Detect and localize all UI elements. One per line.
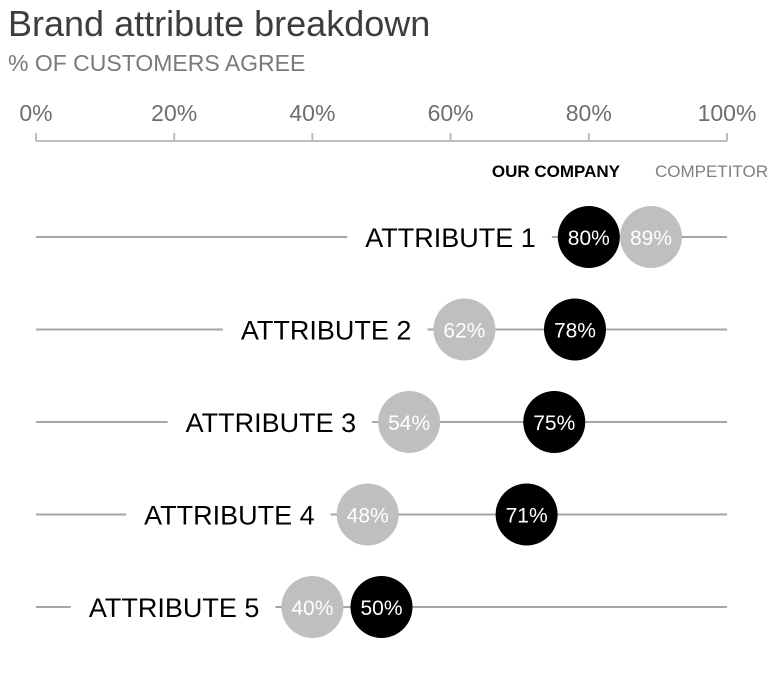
x-tick-label: 60% <box>428 100 474 126</box>
plot-area: ATTRIBUTE 1 89%80%ATTRIBUTE 2 62% 78%ATTRIB… <box>36 206 727 638</box>
category-label: ATTRIBUTE 3 <box>186 408 357 438</box>
competitor-dot <box>619 206 682 268</box>
x-tick-label: 0% <box>19 100 52 126</box>
competitor-dot <box>281 576 344 638</box>
competitor-dot <box>336 483 399 546</box>
x-tick-label: 100% <box>698 100 757 126</box>
our-company-value-label: 75% <box>533 412 575 435</box>
category-label: ATTRIBUTE 4 <box>144 501 315 531</box>
attribute-row: ATTRIBUTE 1 89% 80% <box>36 206 727 268</box>
category-label: ATTRIBUTE 5 <box>89 593 260 623</box>
our-company-dot <box>543 298 606 361</box>
competitor-value-label: 40% <box>291 597 333 620</box>
our-company-value-label: 78% <box>554 320 596 343</box>
attribute-row: ATTRIBUTE 3 54% 75% <box>36 391 727 453</box>
our-company-dot <box>557 206 620 268</box>
legend-item-competitor: COMPETITOR <box>655 162 768 181</box>
legend: COMPETITOR OUR COMPANY <box>492 162 768 181</box>
competitor-value-label: 48% <box>347 505 389 528</box>
attribute-row: ATTRIBUTE 2 62% 78% <box>36 298 727 361</box>
x-tick-label: 20% <box>151 100 197 126</box>
our-company-value-label: 71% <box>506 505 548 528</box>
chart-title: Brand attribute breakdown <box>8 3 430 44</box>
category-label: ATTRIBUTE 1 <box>365 223 536 253</box>
legend-item-our-company: OUR COMPANY <box>492 162 621 181</box>
x-axis: 0% 20% 40% 60% 80% 100% <box>19 100 757 142</box>
x-tick-label: 80% <box>566 100 612 126</box>
category-label: ATTRIBUTE 2 <box>241 316 412 346</box>
x-tick-label: 40% <box>289 100 335 126</box>
our-company-value-label: 80% <box>568 227 610 250</box>
attribute-row: ATTRIBUTE 5 40% 50% <box>36 576 727 638</box>
attribute-row: ATTRIBUTE 4 48% 71% <box>36 483 727 546</box>
chart-subtitle: % OF CUSTOMERS AGREE <box>8 50 305 76</box>
competitor-value-label: 62% <box>443 320 485 343</box>
competitor-value-label: 54% <box>388 412 430 435</box>
our-company-dot <box>495 483 558 546</box>
our-company-value-label: 50% <box>360 597 402 620</box>
our-company-dot <box>350 576 413 638</box>
competitor-value-label: 89% <box>630 227 672 250</box>
our-company-dot <box>523 391 586 453</box>
competitor-dot <box>433 298 496 361</box>
competitor-dot <box>378 391 441 453</box>
